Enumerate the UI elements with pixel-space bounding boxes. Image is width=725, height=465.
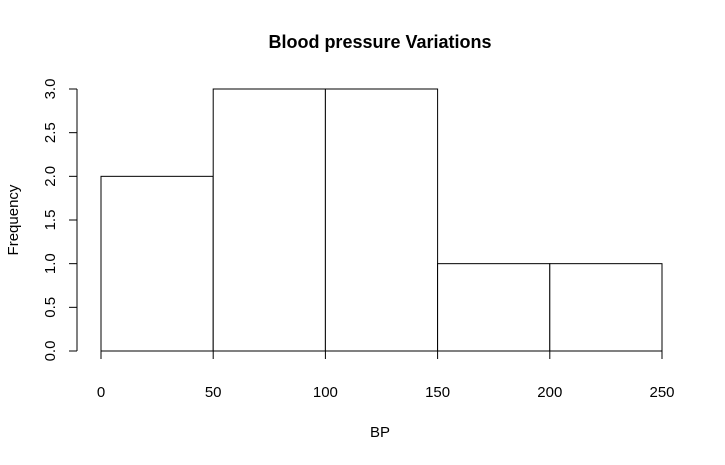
x-tick-label-250: 250 [649,384,674,401]
y-tick-label-2: 2.0 [42,166,59,187]
histogram-bar-150-200 [437,263,551,352]
histogram-bar-100-150 [324,88,439,352]
x-tick-label-0: 0 [97,384,105,401]
histogram-bar-0-50 [100,175,214,352]
y-axis: 0.0 0.5 1.0 1.5 2.0 2.5 3.0 [42,79,78,362]
histogram-bar-200-250 [549,263,663,352]
x-axis-label: BP [370,424,390,441]
x-tick-label-50: 50 [205,384,222,401]
bars-layer [100,88,663,352]
y-tick-label-0-5: 0.5 [42,297,59,318]
y-tick-label-1: 1.0 [42,253,59,274]
x-tick-label-100: 100 [313,384,338,401]
histogram-bar-50-100 [212,88,326,352]
y-tick-label-2-5: 2.5 [42,122,59,143]
x-tick-label-150: 150 [425,384,450,401]
y-tick-label-0: 0.0 [42,341,59,362]
x-axis: 0 50 100 150 200 250 [97,350,675,401]
y-tick-label-3: 3.0 [42,79,59,100]
chart-title: Blood pressure Variations [268,32,491,52]
y-tick-label-1-5: 1.5 [42,210,59,231]
y-axis-label: Frequency [5,184,22,255]
x-tick-label-200: 200 [537,384,562,401]
